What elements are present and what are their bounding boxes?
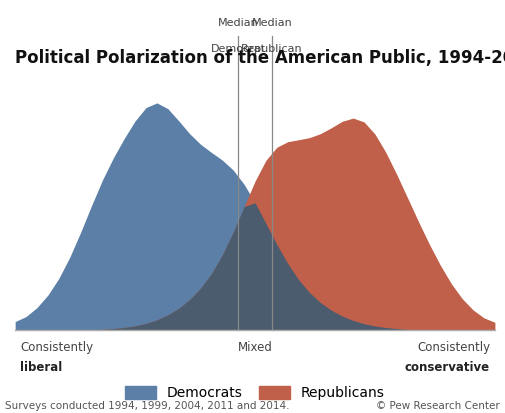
Text: Consistently: Consistently xyxy=(20,341,93,354)
Legend: Democrats, Republicans: Democrats, Republicans xyxy=(125,386,385,400)
Text: Political Polarization of the American Public, 1994-2014: Political Polarization of the American P… xyxy=(15,49,505,67)
Text: © Pew Research Center: © Pew Research Center xyxy=(376,401,500,411)
Text: Democrat: Democrat xyxy=(211,44,266,54)
Text: Mixed: Mixed xyxy=(237,341,273,354)
Text: Median: Median xyxy=(251,18,292,28)
Text: Republican: Republican xyxy=(241,44,302,54)
Text: Median: Median xyxy=(218,18,259,28)
Text: Consistently: Consistently xyxy=(417,341,490,354)
Text: conservative: conservative xyxy=(405,361,490,374)
Text: liberal: liberal xyxy=(20,361,62,374)
Text: Surveys conducted 1994, 1999, 2004, 2011 and 2014.: Surveys conducted 1994, 1999, 2004, 2011… xyxy=(5,401,289,411)
